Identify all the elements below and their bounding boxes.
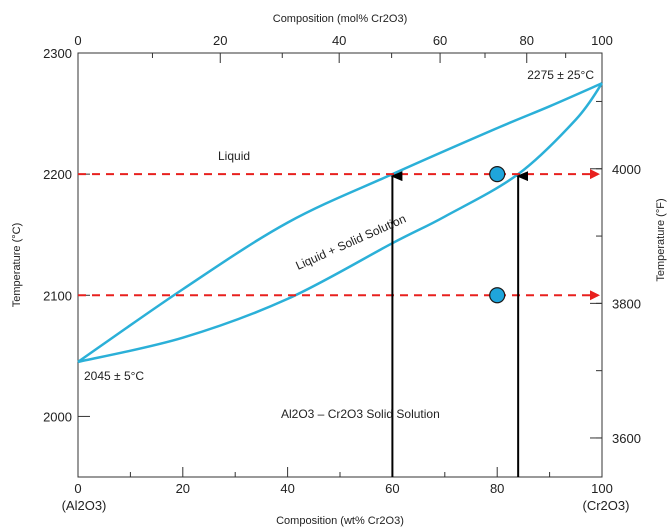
left-tick-label: 2000 bbox=[43, 409, 72, 424]
left-axis-title: Temperature (°C) bbox=[11, 223, 23, 307]
state-point bbox=[489, 166, 506, 183]
top-tick-label: 80 bbox=[520, 33, 534, 48]
left-tick-label: 2100 bbox=[43, 288, 72, 303]
bottom-tick-label: 20 bbox=[176, 481, 190, 496]
top-tick-label: 20 bbox=[213, 33, 227, 48]
solid-solution-region-label: Al2O3 – Cr2O3 Solid Solution bbox=[281, 407, 440, 421]
right-tick-label: 3800 bbox=[612, 296, 641, 311]
liquidus-curve bbox=[77, 82, 603, 363]
right-tick-label: 3600 bbox=[612, 431, 641, 446]
bottom-tick-label: 80 bbox=[490, 481, 504, 496]
liquid-region-label: Liquid bbox=[218, 149, 250, 163]
bottom-tick-label: 60 bbox=[385, 481, 399, 496]
right-tick-label: 4000 bbox=[612, 162, 641, 177]
top-tick-label: 60 bbox=[433, 33, 447, 48]
bottom-axis-title: Composition (wt% Cr2O3) bbox=[276, 515, 404, 527]
left-tick-label: 2300 bbox=[43, 46, 72, 61]
top-tick-label: 0 bbox=[74, 33, 81, 48]
bottom-tick-label: 100 bbox=[591, 481, 613, 496]
left-tick-label: 2200 bbox=[43, 167, 72, 182]
bottom-tick-label: 40 bbox=[280, 481, 294, 496]
two-phase-region-label: Liquid + Solid Solution bbox=[294, 212, 408, 273]
top-axis-title: Composition (mol% Cr2O3) bbox=[273, 13, 407, 25]
bottom-tick-label: 0 bbox=[74, 481, 81, 496]
state-point bbox=[489, 287, 506, 304]
bottom-end-label-left: (Al2O3) bbox=[62, 498, 107, 513]
bottom-end-label-right: (Cr2O3) bbox=[583, 498, 630, 513]
top-tick-label: 40 bbox=[332, 33, 346, 48]
solidus-curve bbox=[77, 82, 604, 364]
melt-point-cr2o3-label: 2275 ± 25°C bbox=[527, 68, 594, 82]
right-axis-title: Temperature (°F) bbox=[655, 198, 667, 281]
top-tick-label: 100 bbox=[591, 33, 613, 48]
melt-point-al2o3-label: 2045 ± 5°C bbox=[84, 369, 144, 383]
